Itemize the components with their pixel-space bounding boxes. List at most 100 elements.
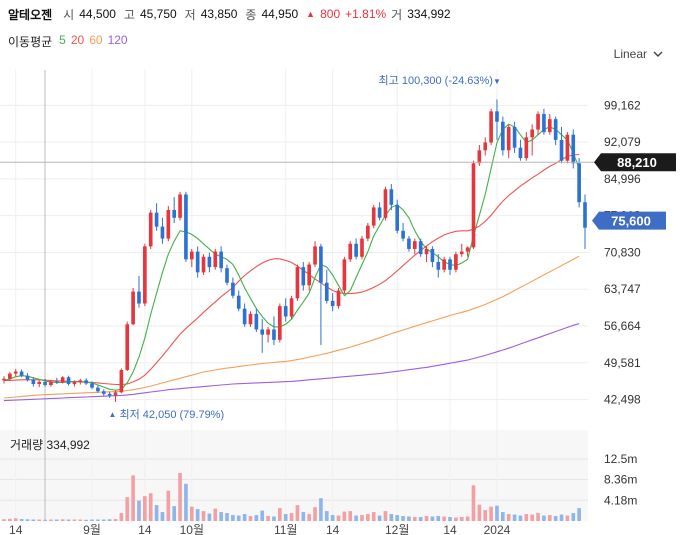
volume-bar — [148, 493, 153, 521]
volume-bar — [542, 515, 546, 521]
candle-down — [260, 329, 265, 335]
candle-up — [442, 259, 446, 270]
candle-up — [348, 243, 353, 260]
volume-bar — [536, 513, 540, 521]
volume-label: 거 — [391, 7, 403, 22]
volume-bar — [395, 515, 400, 521]
volume-bar — [360, 515, 364, 521]
ma-5: 5 — [59, 33, 66, 47]
price-header: 알테오젠 시 44,500 고 45,750 저 43,850 종 44,950… — [8, 5, 454, 23]
volume-bar — [283, 514, 288, 521]
volume-bar — [553, 516, 558, 521]
volume-bar — [236, 515, 241, 521]
candle-down — [430, 248, 435, 262]
candle-down — [154, 212, 159, 227]
candle-up — [383, 189, 388, 218]
volume-bar — [571, 513, 576, 521]
volume-value: 334,992 — [407, 7, 451, 21]
volume-bar — [530, 514, 535, 521]
candle-up — [477, 150, 482, 164]
candle-up — [49, 381, 53, 386]
volume-bar — [254, 515, 259, 521]
candle-up — [189, 251, 194, 260]
triangle-up-icon: ▲ — [306, 9, 316, 19]
volume-bar — [119, 513, 124, 521]
candle-down — [448, 259, 452, 270]
x-tick-label: 14 — [138, 523, 152, 535]
candle-down — [107, 393, 112, 396]
candle-up — [201, 256, 206, 273]
volume-bar — [477, 504, 482, 521]
scale-selector[interactable]: Linear — [614, 47, 663, 61]
volume-bar — [219, 512, 223, 521]
candle-up — [412, 241, 417, 249]
candle-down — [377, 207, 382, 218]
candle-up — [143, 246, 147, 304]
volume-tick-label: 4.18m — [604, 493, 637, 507]
x-tick-label: 9월 — [83, 523, 101, 535]
volume-bar — [442, 516, 446, 521]
candle-up — [530, 129, 535, 138]
volume-panel-title: 거래량 334,992 — [10, 436, 90, 453]
candle-up — [489, 111, 493, 143]
volume-bar — [137, 500, 141, 521]
y-tick-label: 42,498 — [604, 393, 641, 407]
candle-up — [454, 254, 458, 270]
volume-tick-label: 12.5m — [604, 452, 637, 466]
volume-bar — [295, 505, 300, 521]
volume-bar — [201, 511, 206, 521]
volume-bar — [195, 509, 200, 521]
candle-up — [307, 264, 311, 286]
volume-bar — [383, 511, 388, 521]
candle-up — [37, 381, 42, 384]
candle-down — [242, 308, 247, 325]
volume-bar — [289, 513, 294, 521]
candle-down — [301, 267, 306, 286]
volume-bar — [125, 497, 130, 521]
volume-bar — [78, 519, 83, 521]
candle-down — [542, 113, 546, 133]
volume-bar — [131, 475, 135, 521]
candle-down — [324, 282, 329, 301]
x-tick-label: 14 — [9, 523, 23, 535]
volume-bar — [19, 519, 24, 521]
y-tick-label: 49,581 — [604, 356, 641, 370]
candle-up — [371, 207, 376, 226]
candle-down — [195, 251, 200, 273]
volume-bar — [436, 516, 441, 521]
volume-title-label: 거래량 — [10, 438, 44, 452]
high-value: 45,750 — [139, 7, 177, 21]
volume-bar — [43, 519, 47, 521]
volume-bar — [248, 516, 253, 521]
volume-bar — [389, 514, 394, 521]
volume-bar — [49, 519, 53, 521]
volume-bar — [471, 485, 476, 521]
volume-panel-bg — [0, 430, 588, 521]
volume-bar — [330, 515, 335, 521]
candle-up — [471, 163, 476, 248]
volume-bar — [278, 508, 282, 521]
volume-bar — [401, 516, 405, 521]
candle-down — [407, 238, 411, 249]
volume-bar — [324, 511, 329, 521]
volume-bar — [342, 511, 347, 521]
moving-average-legend[interactable]: 이동평균 5 20 60 120 — [8, 33, 128, 50]
candle-up — [166, 210, 171, 239]
candle-down — [254, 313, 259, 330]
candle-down — [553, 119, 558, 140]
candle-up — [289, 298, 294, 317]
volume-bar — [319, 498, 323, 521]
volume-bar — [348, 511, 353, 521]
volume-bar — [96, 519, 100, 521]
volume-bar — [501, 512, 505, 521]
candle-down — [577, 163, 581, 203]
candle-down — [31, 379, 36, 384]
y-tick-label: 99,162 — [604, 98, 641, 112]
candle-down — [231, 282, 235, 296]
stock-name: 알테오젠 — [8, 7, 53, 22]
candle-up — [424, 248, 429, 255]
candle-up — [547, 119, 552, 133]
candle-down — [84, 380, 88, 384]
y-tick-label: 92,079 — [604, 135, 641, 149]
